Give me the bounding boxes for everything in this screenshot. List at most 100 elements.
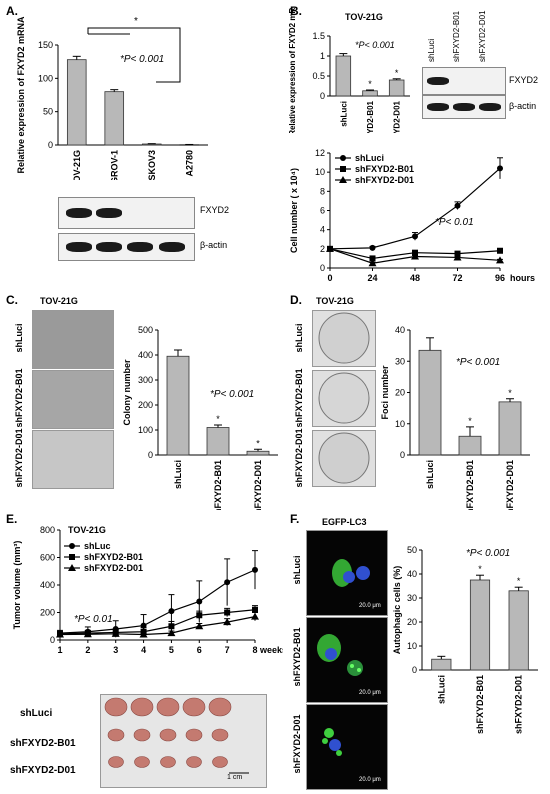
x-tick-label: 7 [225, 645, 230, 655]
x-tick-label: 6 [197, 645, 202, 655]
data-point [168, 623, 175, 630]
image-label: shFXYD2-D01 [294, 428, 304, 487]
p-value-annotation: *P< 0.001 [456, 357, 500, 368]
y-axis-label: Relative expression of FXYD2 mRNA [16, 16, 26, 174]
data-point [168, 608, 175, 615]
significance-star: * [256, 438, 260, 448]
bar [469, 579, 491, 671]
panel-label-e: E. [6, 512, 18, 526]
significance-star: * [134, 16, 138, 27]
significance-star: * [478, 564, 482, 574]
y-tick-label: 0.5 [312, 71, 325, 81]
x-tick-label: shFXYD2-D01 [505, 460, 515, 510]
tumor [186, 756, 202, 768]
panel-f-title: EGFP-LC3 [322, 517, 367, 527]
data-point [252, 566, 258, 573]
x-tick-label: IGROV-1 [109, 150, 119, 180]
y-axis-label: Colony number [122, 359, 132, 425]
tumor-label-b01: shFXYD2-B01 [10, 738, 76, 749]
bar [104, 91, 125, 146]
data-point [412, 233, 418, 240]
x-tick-label: shLuci [425, 460, 435, 489]
panel-a-bar-chart: 0 50 100 150 TOV-21G IGROV-1 SKOV3 A2780 Relativ… [16, 16, 208, 180]
bar [508, 590, 529, 671]
y-tick-label: 1 [320, 51, 325, 61]
significance-star: * [508, 388, 512, 398]
legend-label: shFXYD2-D01 [84, 563, 143, 573]
y-tick-label: 100 [38, 73, 53, 83]
data-point [339, 176, 347, 183]
blot-band [427, 103, 449, 111]
tumor [133, 728, 151, 742]
blot-band [96, 242, 122, 252]
image-label: shFXYD2-B01 [14, 368, 24, 427]
series-line [59, 569, 256, 634]
y-tick-label: 200 [40, 608, 55, 618]
blot-label-actin-b: β-actin [509, 101, 537, 111]
tumor [160, 756, 176, 768]
bar [246, 450, 270, 456]
x-tick-label: 24 [367, 273, 377, 283]
p-value-annotation: *P< 0.001 [355, 40, 395, 50]
y-tick-label: 50 [407, 545, 417, 555]
panel-label-a: A. [6, 4, 18, 18]
x-tick-label: 8 [252, 645, 257, 655]
scale-label-f1: 20.0 μm [359, 603, 381, 609]
panel-b-blot-actin [422, 95, 506, 119]
y-tick-label: 600 [40, 553, 55, 563]
y-tick-label: 0 [320, 91, 325, 101]
x-tick-label: shLuci [339, 101, 348, 127]
panel-a-blot-actin [58, 233, 195, 261]
y-tick-label: 0 [50, 635, 55, 645]
x-tick-label: shFXYD2-B01 [475, 675, 485, 734]
y-axis-label: Autophagic cells (%) [392, 566, 402, 655]
bar [498, 401, 522, 456]
panel-c-image-d01 [32, 430, 114, 489]
y-tick-label: 20 [395, 388, 405, 398]
y-tick-label: 4 [320, 225, 325, 235]
data-point [167, 629, 176, 637]
y-tick-label: 10 [315, 167, 325, 177]
x-tick-label: shFXYD2-D01 [393, 100, 402, 133]
x-tick-label: TOV-21G [72, 150, 82, 180]
significance-star: * [395, 68, 399, 78]
y-tick-label: 8 [320, 186, 325, 196]
y-tick-label: 50 [43, 107, 53, 117]
y-tick-label: 800 [40, 525, 55, 535]
image-label: shFXYD2-D01 [14, 428, 24, 487]
panel-c-title: TOV-21G [40, 296, 78, 306]
data-point [454, 202, 461, 209]
bar [206, 427, 230, 456]
panel-a-blot-fxyd2 [58, 197, 195, 229]
panel-d-image-shluci [312, 310, 376, 367]
panel-f-image-labels: shLuci shFXYD2-B01 shFXYD2-D01 [292, 555, 302, 773]
x-tick-label: 72 [452, 273, 462, 283]
blot-header-b01: shFXYD2-B01 [452, 10, 461, 62]
blot-band [159, 242, 185, 252]
y-axis-label: Cell number ( x 10⁴) [289, 168, 299, 253]
tumor [208, 697, 232, 717]
y-tick-label: 40 [407, 569, 417, 579]
tumor-label-shluci: shLuci [20, 708, 53, 719]
significance-bracket [87, 27, 181, 83]
legend-label: shFXYD2-B01 [355, 164, 414, 174]
scale-label-1cm: 1 cm [227, 774, 243, 781]
data-point [69, 554, 75, 560]
panel-e-tumor-photo [100, 694, 267, 788]
x-tick-label: 5 [169, 645, 174, 655]
data-point [195, 622, 204, 630]
blot-label-fxyd2: FXYD2 [200, 205, 230, 215]
x-tick-label: 96 [495, 273, 505, 283]
y-tick-label: 0 [148, 450, 153, 460]
data-point [411, 252, 419, 260]
y-tick-label: 0 [48, 140, 53, 150]
data-point [196, 612, 203, 619]
panel-c-image-b01 [32, 370, 114, 429]
panel-label-b: B. [290, 4, 302, 18]
bar [458, 435, 482, 456]
image-label: shFXYD2-D01 [292, 714, 302, 773]
